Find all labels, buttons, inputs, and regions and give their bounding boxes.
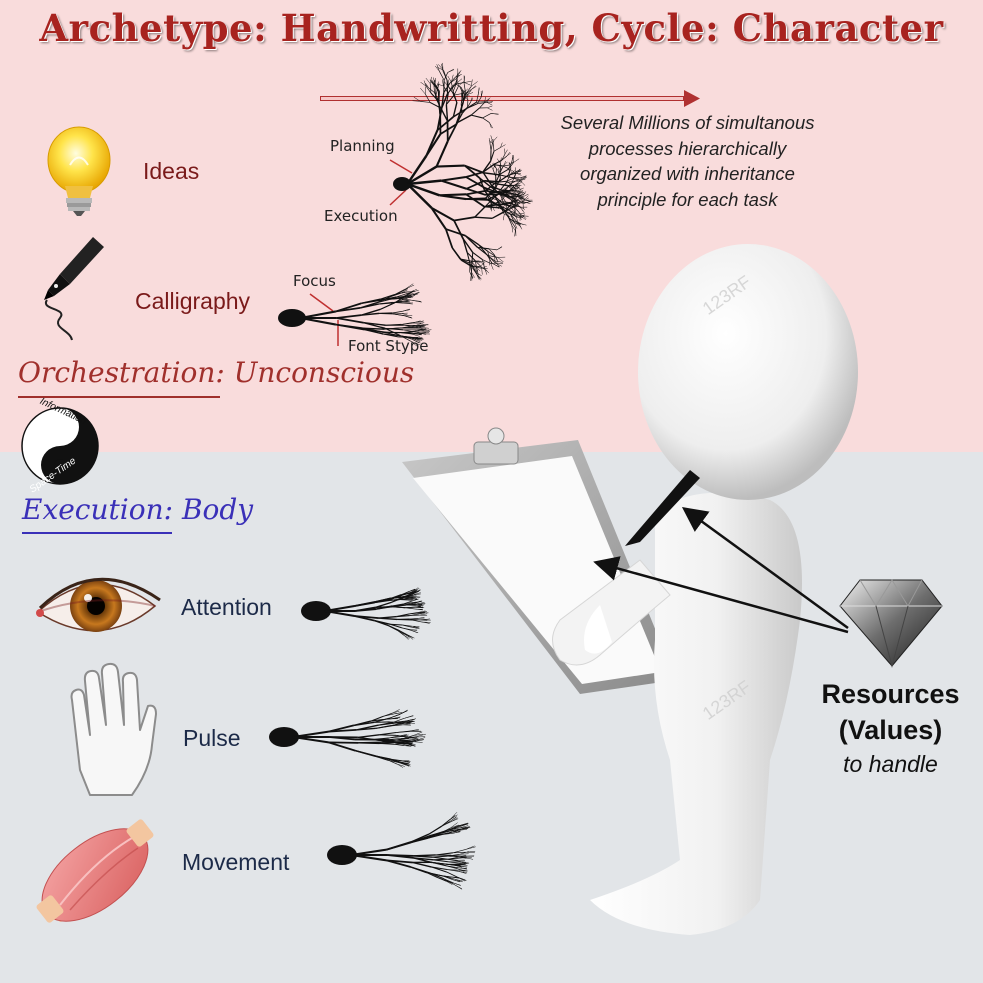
resources-line3: to handle [843,751,938,777]
calligraphy-label: Calligraphy [135,288,251,314]
yin-yang-icon [21,407,99,485]
description-text: Several Millions of simultanous processe… [560,112,815,210]
orchestration-heading: Orchestration: Unconscious [18,356,415,389]
eye-icon [36,578,161,632]
resources-line2: (Values) [838,715,943,745]
neuron-calligraphy [278,283,432,348]
execution-rule [22,532,172,534]
resources-line1: Resources [821,679,960,709]
diamond-icon [839,579,943,668]
figure-icon [552,244,858,935]
muscle-icon [36,819,154,923]
font-stype-label: Font Stype [348,337,429,355]
resources-caption: Resources (Values) to handle [798,676,983,780]
movement-label: Movement [182,849,290,875]
ideas-label: Ideas [143,158,200,184]
attention-label: Attention [181,594,272,620]
pointer-lines [309,159,413,346]
neuron-movement [327,812,476,890]
neuron-attention [301,587,431,640]
page-title: Archetype: Handwritting, Cycle: Characte… [39,6,944,50]
clipboard-icon [402,427,676,694]
neuron-layer [269,62,533,890]
orchestration-rule [18,396,220,398]
neuron-pulse [269,709,426,768]
fountain-pen-icon [44,237,104,341]
planning-label: Planning [330,137,395,155]
hand-icon [70,662,157,796]
execution-heading: Execution: Body [22,493,254,526]
neuron-planning [393,62,533,282]
flow-arrow [320,90,700,107]
execution-label: Execution [324,207,398,225]
pulse-label: Pulse [183,725,241,751]
lightbulb-icon [47,126,111,216]
resource-arrows [593,507,849,634]
focus-label: Focus [293,272,336,290]
